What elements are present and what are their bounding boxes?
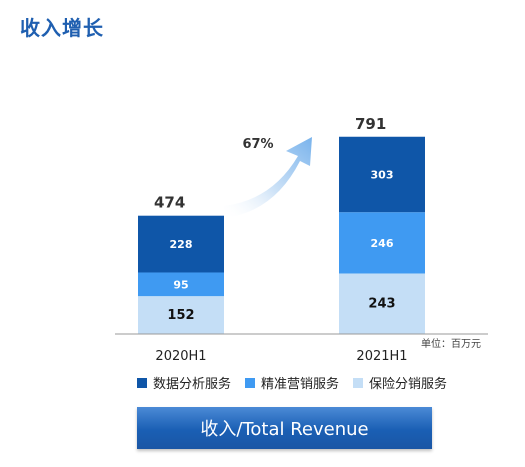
bar-total-label: 791 (355, 115, 386, 133)
bar-segment (138, 296, 224, 334)
legend: 数据分析服务 精准营销服务 保险分销服务 (137, 373, 447, 392)
legend-item-precision-marketing: 精准营销服务 (245, 373, 339, 392)
legend-swatch (353, 377, 364, 388)
page-title: 收入增长 (20, 16, 104, 40)
bar-value-label: 228 (170, 238, 193, 251)
legend-item-insurance-distribution: 保险分销服务 (353, 373, 447, 392)
bar-segment (138, 215, 224, 273)
growth-percent-label: 67% (242, 137, 273, 152)
x-tick-label: 2020H1 (155, 349, 206, 364)
bar-segment (138, 272, 224, 297)
bar-value-label: 152 (167, 308, 194, 323)
legend-item-data-analysis: 数据分析服务 (137, 373, 231, 392)
bar-segment (339, 136, 425, 213)
bar-value-label: 243 (368, 297, 395, 312)
bar-total-label: 474 (154, 194, 185, 212)
legend-swatch (245, 377, 256, 388)
bar-value-label: 95 (173, 278, 188, 291)
x-tick-label: 2021H1 (356, 349, 407, 364)
bar-value-label: 246 (371, 237, 394, 250)
bar-segment (339, 273, 425, 334)
legend-label: 保险分销服务 (369, 377, 448, 392)
total-revenue-banner: 收入/Total Revenue (137, 407, 432, 449)
legend-label: 数据分析服务 (153, 377, 232, 392)
unit-label: 单位：百万元 (421, 339, 481, 350)
legend-label: 精准营销服务 (261, 377, 340, 392)
bar-segment (339, 212, 425, 274)
legend-swatch (137, 377, 147, 388)
growth-arrow-icon (224, 137, 312, 218)
bar-value-label: 303 (371, 168, 394, 181)
